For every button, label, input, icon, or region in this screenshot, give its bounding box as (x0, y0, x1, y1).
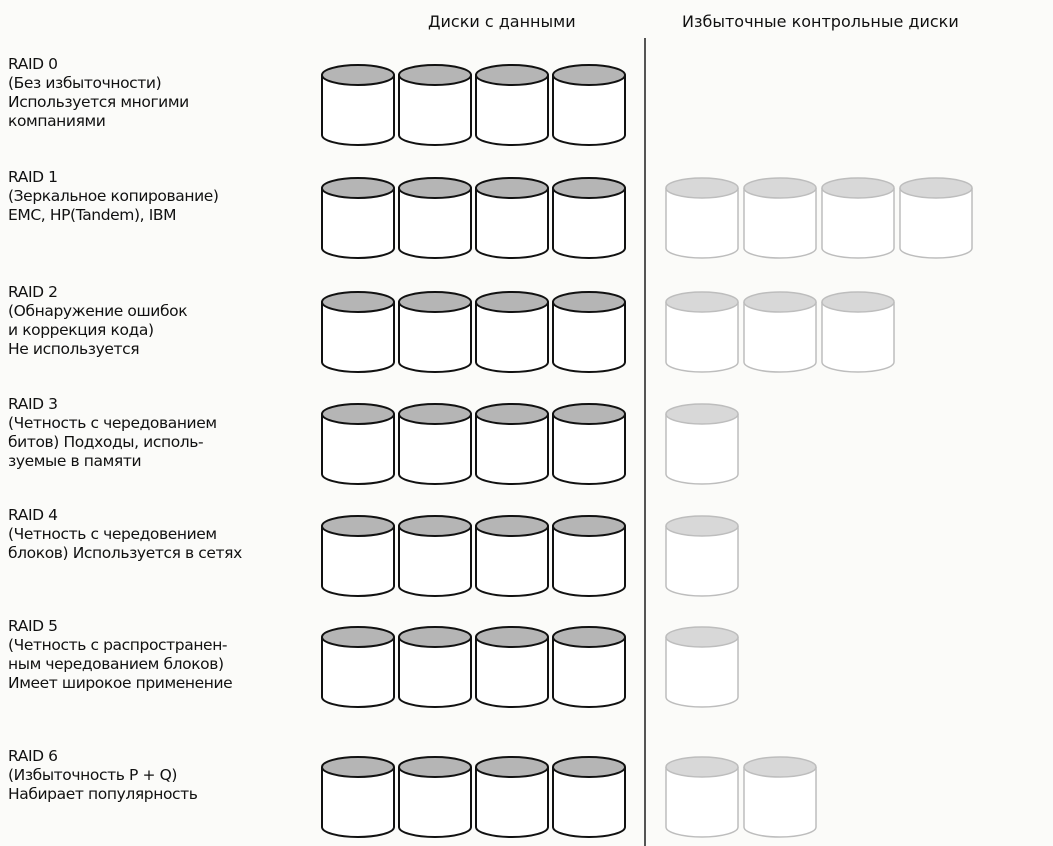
data-disk-icon (398, 626, 472, 708)
raid-level-title: RAID 6 (8, 747, 58, 765)
check-disk-icon (821, 291, 895, 373)
data-disk-icon (321, 403, 395, 485)
data-disk-icon (475, 626, 549, 708)
check-disk-icon (899, 177, 973, 259)
data-disk-icon (321, 177, 395, 259)
raid-level-label: RAID 1 (Зеркальное копирование) EMC, HP(Ta… (8, 168, 219, 225)
data-disk-icon (552, 626, 626, 708)
data-disk-icon (398, 177, 472, 259)
column-divider (644, 38, 646, 846)
data-disk-icon (321, 291, 395, 373)
data-disk-icon (475, 177, 549, 259)
raid-level-description-line: Имеет широкое применение (8, 674, 233, 692)
data-disk-icon (321, 756, 395, 838)
data-disk-icon (398, 756, 472, 838)
check-disk-icon (665, 626, 739, 708)
raid-level-title: RAID 4 (8, 506, 58, 524)
data-disk-icon (552, 403, 626, 485)
raid-level-label: RAID 6 (Избыточность P + Q) Набирает попул… (8, 747, 198, 804)
raid-level-description-line: (Зеркальное копирование) (8, 187, 219, 205)
raid-level-description-line: (Избыточность P + Q) (8, 766, 178, 784)
check-disk-icon (665, 756, 739, 838)
raid-level-description-line: битов) Подходы, исполь- (8, 433, 204, 451)
data-disk-icon (552, 291, 626, 373)
check-disk-icon (665, 515, 739, 597)
raid-level-title: RAID 2 (8, 283, 58, 301)
data-disk-icon (552, 756, 626, 838)
check-disk-icon (665, 291, 739, 373)
data-disk-icon (552, 64, 626, 146)
data-disk-icon (475, 291, 549, 373)
raid-level-label: RAID 5 (Четность с распространен-ным чере… (8, 617, 233, 693)
raid-level-description-line: (Без избыточности) (8, 74, 162, 92)
raid-level-description-line: (Четность с чередовением (8, 525, 217, 543)
raid-level-description-line: (Обнаружение ошибок (8, 302, 188, 320)
data-disk-icon (475, 515, 549, 597)
raid-level-description-line: EMC, HP(Tandem), IBM (8, 206, 177, 224)
data-disk-icon (552, 177, 626, 259)
data-disk-icon (321, 626, 395, 708)
raid-level-description-line: (Четность с чередованием (8, 414, 217, 432)
raid-level-description-line: Не используется (8, 340, 140, 358)
raid-level-description-line: и коррекция кода) (8, 321, 154, 339)
raid-level-description-line: (Четность с распространен- (8, 636, 228, 654)
data-disk-icon (321, 64, 395, 146)
data-disk-icon (398, 403, 472, 485)
data-disk-icon (321, 515, 395, 597)
raid-level-description-line: блоков) Используется в сетях (8, 544, 242, 562)
raid-level-description-line: компаниями (8, 112, 106, 130)
check-disk-icon (743, 756, 817, 838)
data-disk-icon (398, 64, 472, 146)
raid-level-label: RAID 4 (Четность с чередовением блоков) Ис… (8, 506, 242, 563)
data-disk-icon (398, 515, 472, 597)
raid-level-label: RAID 0 (Без избыточности) Используется мно… (8, 55, 189, 131)
raid-level-title: RAID 5 (8, 617, 58, 635)
check-disk-icon (665, 403, 739, 485)
raid-level-description-line: ным чередованием блоков) (8, 655, 224, 673)
data-disk-icon (552, 515, 626, 597)
check-disks-header: Избыточные контрольные диски (682, 12, 959, 31)
raid-level-label: RAID 2 (Обнаружение ошибок и коррекция код… (8, 283, 188, 359)
data-disk-icon (475, 756, 549, 838)
data-disk-icon (475, 64, 549, 146)
raid-level-label: RAID 3 (Четность с чередованием битов) Под… (8, 395, 217, 471)
raid-level-title: RAID 3 (8, 395, 58, 413)
raid-level-title: RAID 0 (8, 55, 58, 73)
raid-level-description-line: Набирает популярность (8, 785, 198, 803)
data-disk-icon (475, 403, 549, 485)
check-disk-icon (743, 177, 817, 259)
check-disk-icon (665, 177, 739, 259)
data-disk-icon (398, 291, 472, 373)
raid-level-description-line: Используется многими (8, 93, 189, 111)
data-disks-header: Диски с данными (428, 12, 576, 31)
check-disk-icon (743, 291, 817, 373)
raid-level-description-line: зуемые в памяти (8, 452, 142, 470)
check-disk-icon (821, 177, 895, 259)
raid-level-title: RAID 1 (8, 168, 58, 186)
